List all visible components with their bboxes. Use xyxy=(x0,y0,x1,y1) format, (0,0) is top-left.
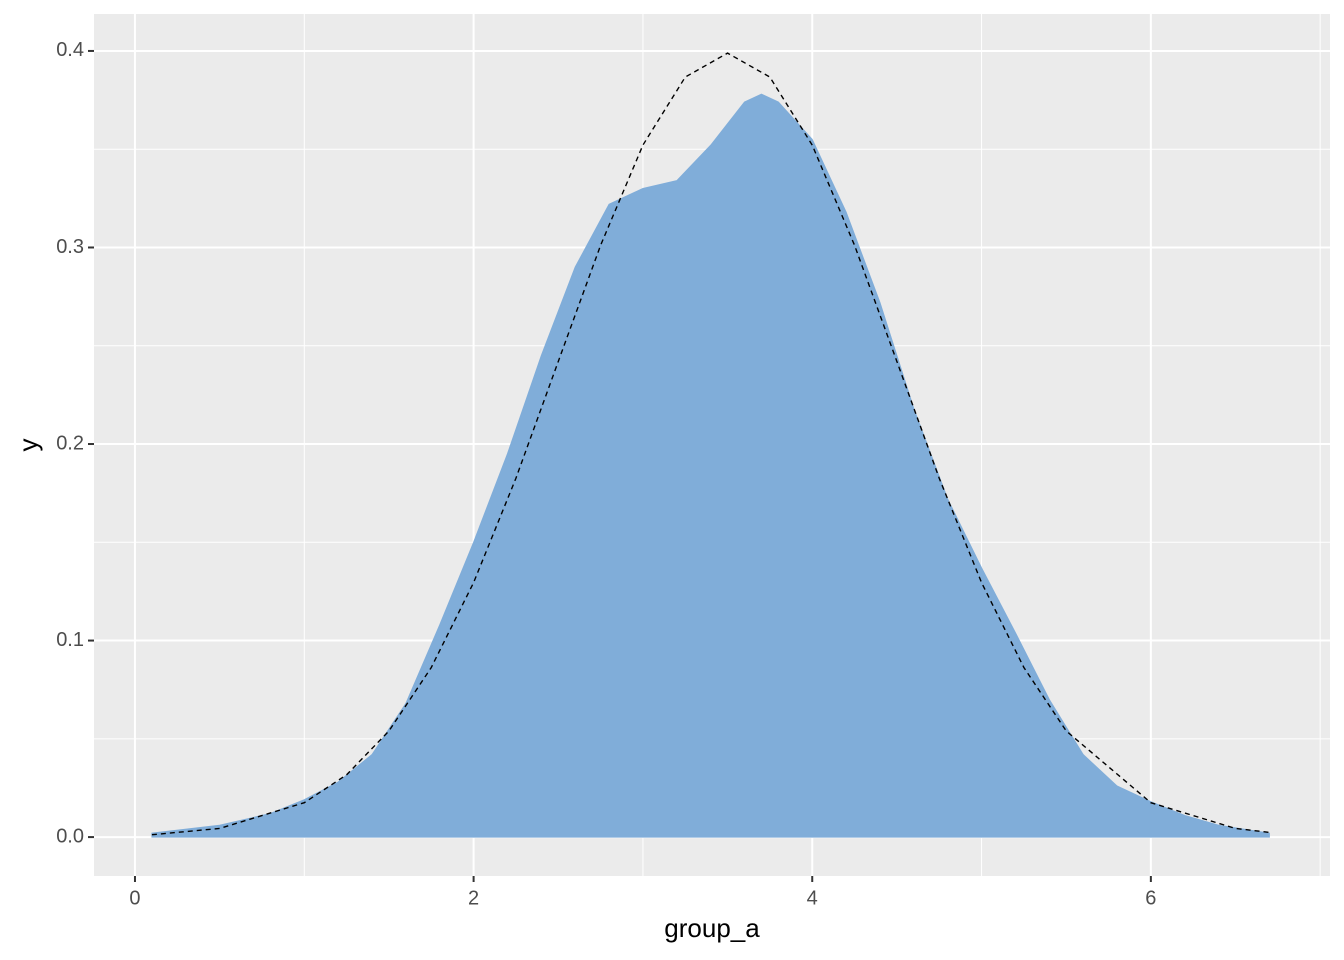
axes: 0 2 4 6 0.0 0.1 0.2 0.3 0.4 xyxy=(56,39,1156,909)
density-area xyxy=(151,93,1270,838)
x-tick-label: 6 xyxy=(1145,887,1156,909)
normal-curve xyxy=(151,52,1270,836)
x-tick-label: 0 xyxy=(129,887,140,909)
x-tick-label: 4 xyxy=(807,887,818,909)
y-tick-label: 0.0 xyxy=(56,825,84,847)
x-tick-label: 2 xyxy=(468,887,479,909)
marks xyxy=(151,52,1270,838)
y-axis-title: y xyxy=(13,439,43,452)
y-tick-label: 0.4 xyxy=(56,39,84,61)
y-tick-label: 0.3 xyxy=(56,236,84,258)
y-tick-label: 0.1 xyxy=(56,629,84,651)
x-axis-title: group_a xyxy=(664,913,760,943)
y-tick-label: 0.2 xyxy=(56,432,84,454)
